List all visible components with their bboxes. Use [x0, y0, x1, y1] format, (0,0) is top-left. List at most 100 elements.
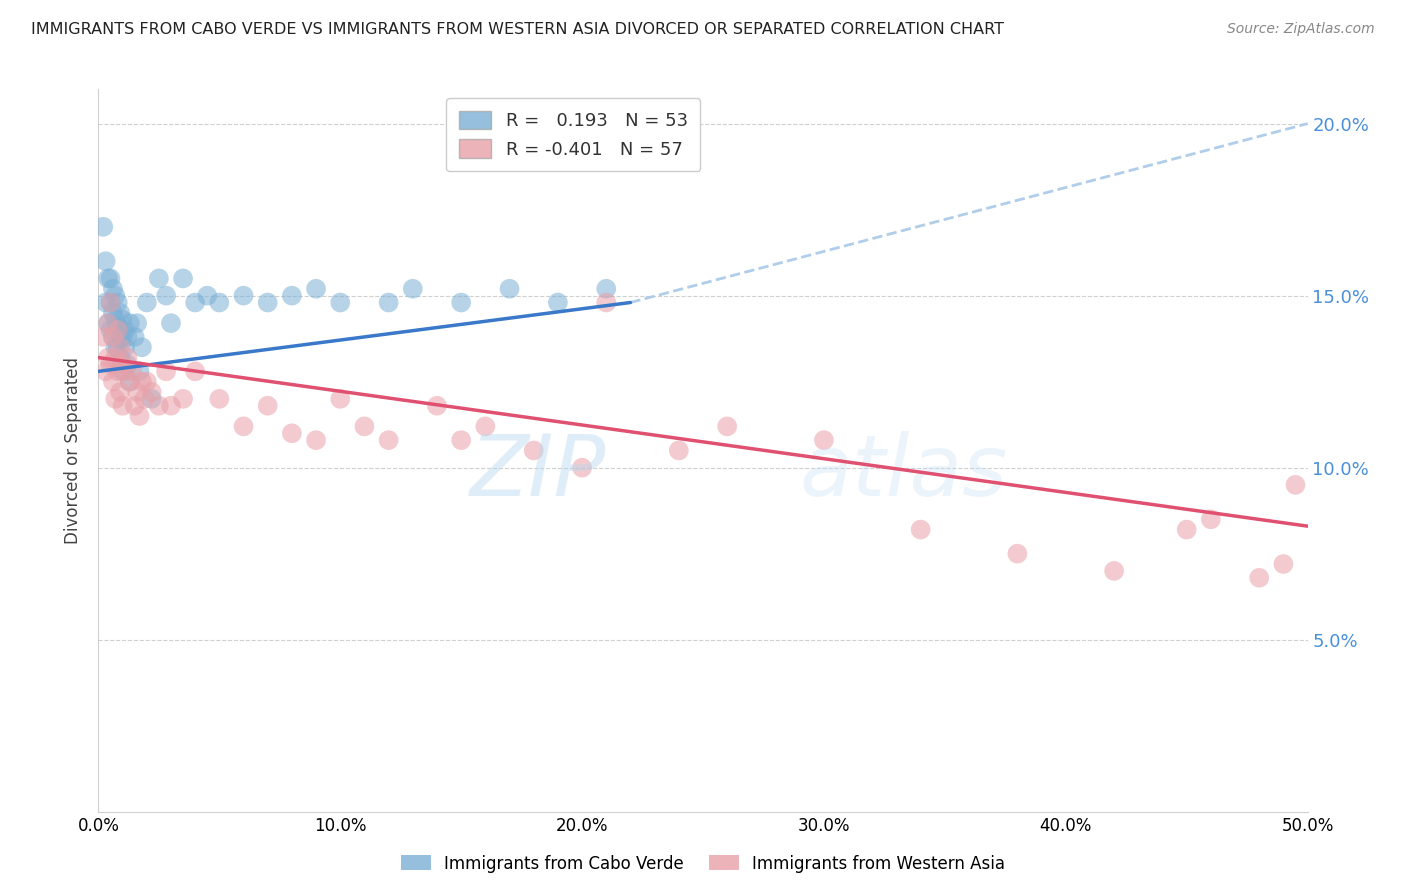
Point — [131, 340, 153, 354]
Point — [107, 340, 129, 354]
Point — [100, 295, 122, 310]
Point — [148, 399, 170, 413]
Point — [523, 443, 546, 458]
Point — [1284, 478, 1306, 492]
Point — [184, 364, 207, 378]
Point — [450, 433, 472, 447]
Point — [97, 316, 120, 330]
Point — [305, 282, 328, 296]
Point — [716, 419, 738, 434]
Point — [135, 375, 157, 389]
Text: atlas: atlas — [800, 431, 1008, 514]
Point — [117, 330, 139, 344]
Point — [128, 409, 150, 423]
Point — [124, 330, 146, 344]
Point — [547, 295, 569, 310]
Point — [208, 295, 231, 310]
Point — [256, 295, 278, 310]
Point — [232, 419, 254, 434]
Text: IMMIGRANTS FROM CABO VERDE VS IMMIGRANTS FROM WESTERN ASIA DIVORCED OR SEPARATED: IMMIGRANTS FROM CABO VERDE VS IMMIGRANTS… — [31, 22, 1004, 37]
Point — [402, 282, 425, 296]
Point — [377, 433, 399, 447]
Point — [101, 375, 124, 389]
Point — [111, 399, 134, 413]
Point — [118, 316, 141, 330]
Point — [668, 443, 690, 458]
Point — [100, 323, 122, 337]
Point — [1272, 557, 1295, 571]
Point — [100, 271, 122, 285]
Point — [111, 364, 134, 378]
Point — [595, 295, 617, 310]
Point — [329, 295, 352, 310]
Point — [111, 330, 134, 344]
Point — [97, 316, 120, 330]
Point — [232, 288, 254, 302]
Point — [1102, 564, 1125, 578]
Point — [329, 392, 352, 406]
Point — [108, 384, 131, 399]
Point — [117, 358, 139, 372]
Point — [1007, 547, 1029, 561]
Legend: R =   0.193   N = 53, R = -0.401   N = 57: R = 0.193 N = 53, R = -0.401 N = 57 — [446, 98, 700, 171]
Point — [281, 426, 304, 441]
Point — [91, 330, 114, 344]
Point — [172, 271, 194, 285]
Point — [426, 399, 449, 413]
Point — [91, 219, 114, 234]
Point — [1249, 571, 1271, 585]
Point — [281, 288, 304, 302]
Point — [141, 392, 163, 406]
Point — [1175, 523, 1198, 537]
Point — [101, 306, 124, 320]
Point — [107, 323, 129, 337]
Point — [172, 392, 194, 406]
Point — [135, 295, 157, 310]
Text: ZIP: ZIP — [470, 431, 606, 514]
Point — [107, 319, 129, 334]
Point — [195, 288, 218, 302]
Point — [117, 351, 139, 365]
Point — [101, 282, 124, 296]
Point — [107, 364, 129, 378]
Point — [114, 340, 136, 354]
Point — [101, 330, 124, 344]
Point — [813, 433, 835, 447]
Point — [595, 282, 617, 296]
Point — [305, 433, 328, 447]
Point — [104, 340, 127, 354]
Point — [111, 312, 134, 326]
Point — [118, 375, 141, 389]
Point — [155, 288, 177, 302]
Point — [94, 254, 117, 268]
Point — [450, 295, 472, 310]
Point — [108, 330, 131, 344]
Point — [148, 271, 170, 285]
Text: Source: ZipAtlas.com: Source: ZipAtlas.com — [1227, 22, 1375, 37]
Point — [101, 330, 124, 344]
Point — [111, 358, 134, 372]
Point — [114, 323, 136, 337]
Point — [127, 316, 149, 330]
Point — [256, 399, 278, 413]
Point — [114, 364, 136, 378]
Point — [108, 306, 131, 320]
Point — [353, 419, 375, 434]
Point — [108, 351, 131, 365]
Point — [97, 351, 120, 365]
Point — [121, 364, 143, 378]
Point — [104, 351, 127, 365]
Point — [127, 384, 149, 399]
Point — [104, 288, 127, 302]
Point — [94, 295, 117, 310]
Point — [104, 392, 127, 406]
Point — [131, 375, 153, 389]
Point — [104, 312, 127, 326]
Point — [160, 316, 183, 330]
Point — [474, 419, 496, 434]
Y-axis label: Divorced or Separated: Divorced or Separated — [63, 357, 82, 544]
Point — [107, 295, 129, 310]
Point — [141, 384, 163, 399]
Point — [118, 375, 141, 389]
Point — [160, 399, 183, 413]
